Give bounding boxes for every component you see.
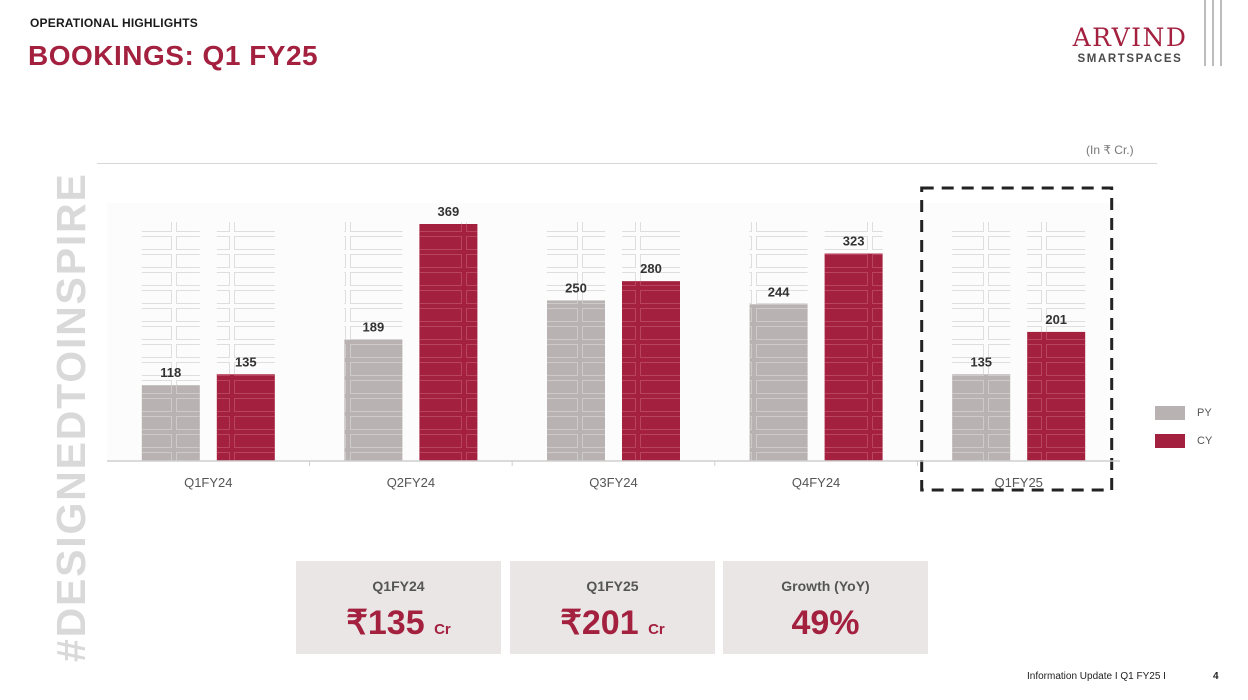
bar-texture-py xyxy=(141,385,200,461)
kpi-value: ₹201 Cr xyxy=(510,603,715,650)
data-label-cy: 369 xyxy=(438,204,460,219)
data-label-cy: 201 xyxy=(1045,312,1067,327)
header-divider xyxy=(97,163,1157,164)
page-number: 4 xyxy=(1213,671,1219,682)
logo-wordmark: ARVIND xyxy=(1072,23,1188,52)
bar-texture-cy xyxy=(216,374,275,461)
x-tick-label: Q1FY25 xyxy=(994,475,1042,490)
bar-texture-cy xyxy=(622,281,680,461)
section-label: OPERATIONAL HIGHLIGHTS xyxy=(30,16,198,30)
chart-legend: PY CY xyxy=(1155,404,1212,460)
x-tick-label: Q3FY24 xyxy=(589,475,637,490)
x-tick-label: Q4FY24 xyxy=(792,475,840,490)
legend-item-cy: CY xyxy=(1155,432,1212,450)
kpi-label: Growth (YoY) xyxy=(781,578,870,594)
kpi-unit: Cr xyxy=(648,621,665,638)
brand-logo: ARVIND SMARTSPACES xyxy=(1060,23,1200,66)
legend-swatch-py xyxy=(1155,406,1185,420)
x-tick-label: Q1FY24 xyxy=(184,475,232,490)
data-label-py: 244 xyxy=(768,284,790,299)
unit-note: (In ₹ Cr.) xyxy=(1086,143,1134,157)
footer-text: Information Update I Q1 FY25 I xyxy=(1027,671,1166,682)
page-title: BOOKINGS: Q1 FY25 xyxy=(28,40,319,71)
data-label-py: 118 xyxy=(160,365,181,380)
bar-texture-py xyxy=(749,304,808,461)
data-label-py: 189 xyxy=(363,320,385,335)
kpi-label: Q1FY25 xyxy=(586,578,639,594)
kpi-amount: ₹201 xyxy=(560,604,639,642)
data-label-cy: 323 xyxy=(843,234,865,249)
kpi-box-growth: Growth (YoY) 49% xyxy=(723,561,928,654)
kpi-value: ₹135 Cr xyxy=(296,603,501,650)
bookings-bar-chart: 118 135 Q1FY24 189 369 Q2FY24 250 280 Q3FY24 244 3… xyxy=(107,186,1120,492)
bar-texture-py xyxy=(952,374,1011,461)
kpi-amount: 49% xyxy=(791,604,860,642)
kpi-label: Q1FY24 xyxy=(372,578,425,594)
bar-texture-py xyxy=(547,300,605,461)
bar-texture-py xyxy=(344,339,403,461)
legend-swatch-cy xyxy=(1155,434,1185,448)
legend-label-cy: CY xyxy=(1197,435,1213,447)
data-label-cy: 135 xyxy=(235,354,257,369)
kpi-unit: Cr xyxy=(434,621,451,638)
kpi-box-q1fy25: Q1FY25 ₹201 Cr xyxy=(510,561,715,654)
data-label-py: 135 xyxy=(970,354,992,369)
data-label-cy: 280 xyxy=(640,261,662,276)
kpi-box-q1fy24: Q1FY24 ₹135 Cr xyxy=(296,561,501,654)
bar-texture-cy xyxy=(419,224,478,461)
legend-item-py: PY xyxy=(1155,404,1212,422)
logo-bars-decoration xyxy=(1202,0,1224,66)
x-tick-label: Q2FY24 xyxy=(387,475,435,490)
data-label-py: 250 xyxy=(565,280,587,295)
plot-area xyxy=(107,203,1120,461)
legend-label-py: PY xyxy=(1197,407,1212,419)
kpi-value: 49% xyxy=(723,603,928,643)
highlight-box xyxy=(920,186,1114,492)
logo-subtitle: SMARTSPACES xyxy=(1077,53,1183,65)
bar-texture-cy xyxy=(824,253,883,461)
bar-texture-cy xyxy=(1027,331,1086,461)
kpi-amount: ₹135 xyxy=(346,604,425,642)
